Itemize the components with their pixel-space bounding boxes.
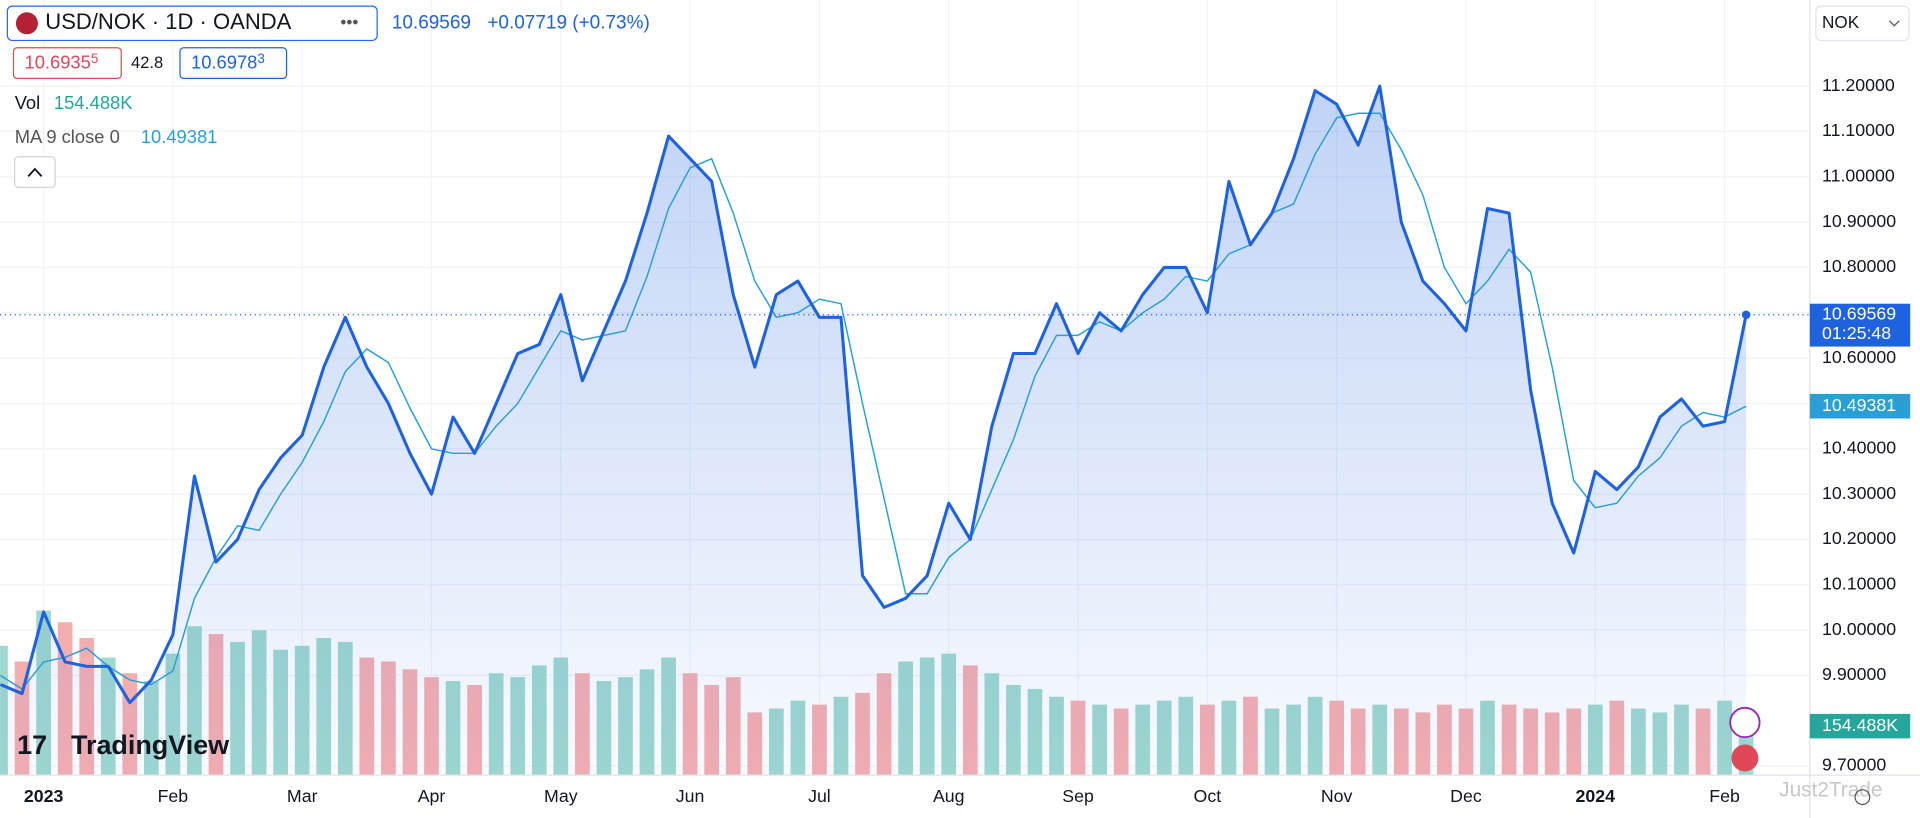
y-tick-label: 10.90000	[1822, 211, 1896, 231]
x-tick-label: Oct	[1194, 786, 1222, 806]
ask: 10.69783	[191, 50, 265, 72]
ask-pip: 3	[257, 50, 264, 65]
vol-value: 154.488K	[54, 92, 133, 113]
y-tick-label: 10.10000	[1822, 573, 1896, 593]
vol-label: Vol	[15, 92, 41, 113]
countdown: 01:25:48	[1822, 323, 1891, 343]
price-line	[0, 84, 1748, 705]
y-tick-label: 9.70000	[1822, 755, 1886, 775]
chevron-icon	[27, 167, 43, 177]
ma-value: 10.49381	[141, 126, 218, 147]
y-tick-label: 11.20000	[1822, 75, 1895, 95]
x-tick-label: Jul	[808, 786, 831, 806]
x-tick-label: Jun	[676, 786, 705, 806]
last-point	[1741, 310, 1751, 320]
x-tick-label: Dec	[1450, 786, 1482, 806]
bid-main: 10.6935	[24, 52, 90, 73]
x-tick-label: 2023	[24, 786, 64, 806]
x-tick-label: Aug	[933, 786, 965, 806]
x-tick-label: Sep	[1062, 786, 1094, 806]
price-badge	[1809, 303, 1911, 347]
y-tick-label: 10.00000	[1822, 619, 1896, 639]
settings-icon[interactable]	[1854, 789, 1871, 806]
volume-badge-label: 154.488K	[1822, 715, 1898, 735]
bid-box[interactable]	[12, 47, 122, 79]
ma-label: MA 9 close 0	[15, 126, 120, 147]
last-price: 10.69569	[392, 12, 471, 33]
x-tick-label: Nov	[1321, 786, 1353, 806]
price-badge-label: 10.69569	[1822, 303, 1896, 323]
y-tick-label: 9.90000	[1822, 664, 1886, 684]
more[interactable]: •••	[340, 12, 358, 32]
dropdown-icon	[1888, 20, 1900, 27]
y-tick-label: 10.30000	[1822, 483, 1896, 503]
ask-box[interactable]	[179, 47, 288, 79]
x-tick-label: May	[544, 786, 578, 806]
ma-badge-label: 10.49381	[1822, 395, 1896, 415]
symbol-box[interactable]	[6, 5, 378, 42]
y-tick-label: 10.60000	[1822, 347, 1896, 367]
flag-icon	[15, 12, 38, 35]
currency: NOK	[1822, 12, 1860, 32]
y-tick-label: 10.40000	[1822, 437, 1896, 457]
x-tick-label: 2024	[1576, 786, 1616, 806]
logo: TradingView	[71, 730, 229, 760]
ma-line	[0, 112, 1747, 691]
symbol: USD/NOK · 1D · OANDA	[45, 9, 291, 34]
y-tick-label: 10.20000	[1822, 528, 1896, 548]
logo-mark: 17	[17, 730, 47, 760]
collapse-button[interactable]	[14, 156, 56, 188]
y-tick-label: 11.10000	[1822, 120, 1895, 140]
watermark: Just2Trade	[1779, 779, 1882, 802]
bid: 10.69355	[24, 50, 98, 72]
volume-badge	[1809, 713, 1911, 739]
currency-select[interactable]	[1815, 5, 1910, 42]
flag-icon[interactable]	[1731, 744, 1759, 772]
x-tick-label: Feb	[1709, 786, 1740, 806]
y-tick-label: 11.00000	[1822, 165, 1895, 185]
x-tick-label: Feb	[158, 786, 189, 806]
x-tick-label: Mar	[287, 786, 318, 806]
event-icon[interactable]	[1729, 706, 1761, 739]
bid-pip: 5	[91, 50, 98, 65]
area	[0, 86, 1747, 776]
x-tick-label: Apr	[418, 786, 446, 806]
y-tick-label: 10.80000	[1822, 256, 1896, 276]
ask-main: 10.6978	[191, 52, 257, 73]
ma-badge	[1809, 393, 1911, 419]
change: +0.07719 (+0.73%)	[487, 12, 649, 33]
spread: 42.8	[131, 53, 163, 72]
